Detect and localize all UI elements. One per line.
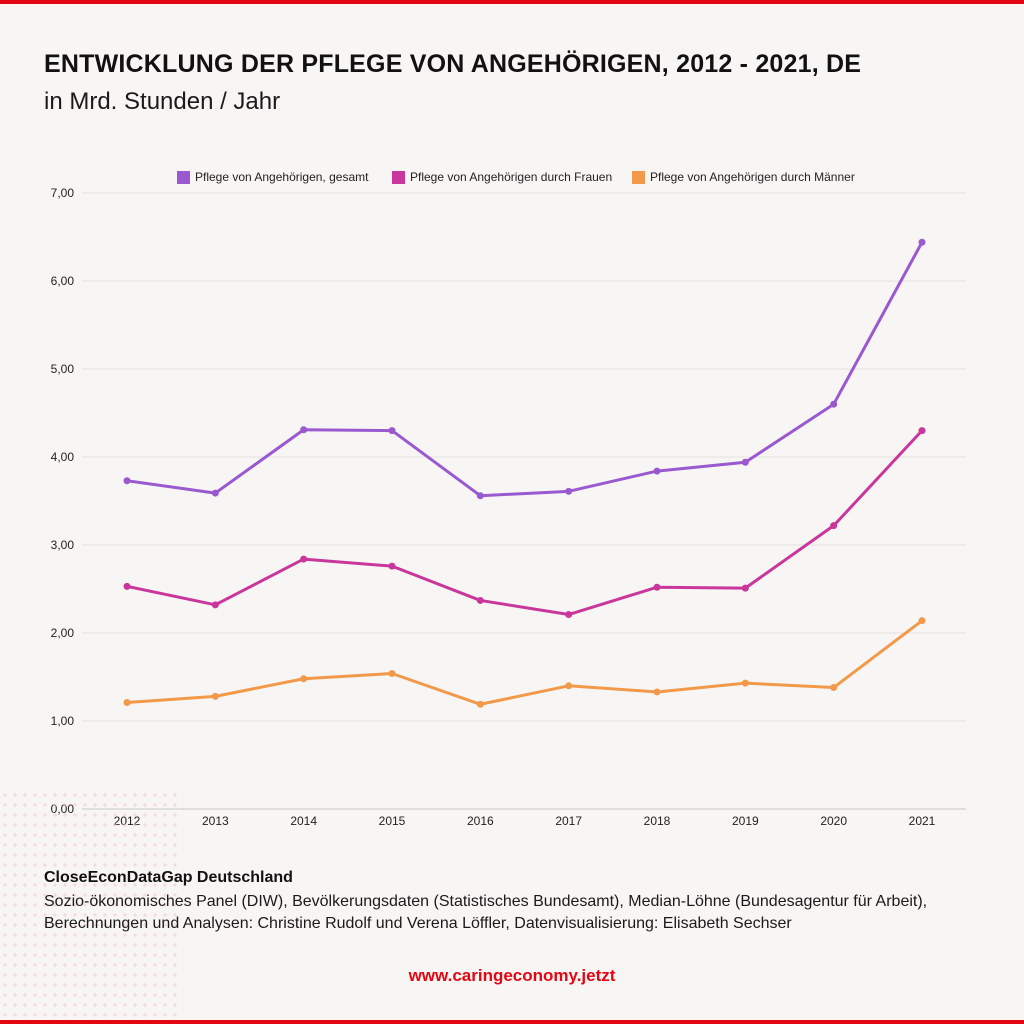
data-point [653,688,661,696]
y-tick-label: 6,00 [51,274,75,288]
data-point [918,617,926,625]
x-tick-label: 2021 [909,814,936,828]
data-point [476,596,484,604]
data-point [123,582,131,590]
x-tick-label: 2013 [202,814,229,828]
series-line [125,429,924,617]
legend-label: Pflege von Angehörigen durch Männer [650,170,855,184]
top-accent-bar [0,0,1024,4]
data-point [300,426,308,434]
data-point [388,562,396,570]
data-point [741,584,749,592]
data-point [476,700,484,708]
legend-swatch [392,171,405,184]
data-point [830,684,838,692]
legend-swatch [632,171,645,184]
data-point [830,400,838,408]
bottom-accent-bar [0,1020,1024,1024]
data-point [741,679,749,687]
data-point [211,692,219,700]
data-point [565,611,573,619]
y-tick-label: 1,00 [51,714,75,728]
y-tick-label: 3,00 [51,538,75,552]
y-tick-label: 4,00 [51,450,75,464]
data-point [565,682,573,690]
x-tick-label: 2015 [379,814,406,828]
line-chart: 0,001,002,003,004,005,006,007,0020122013… [51,170,966,828]
y-tick-label: 5,00 [51,362,75,376]
decorative-dot-pattern [0,790,180,1020]
data-point [830,522,838,530]
data-point [918,427,926,435]
data-point [300,555,308,563]
x-tick-label: 2019 [732,814,759,828]
x-tick-label: 2014 [290,814,317,828]
data-point [123,699,131,707]
y-tick-label: 7,00 [51,186,75,200]
data-point [388,669,396,677]
website-link[interactable]: www.caringeconomy.jetzt [408,966,616,985]
data-point [476,492,484,500]
chart-title: ENTWICKLUNG DER PFLEGE VON ANGEHÖRIGEN, … [44,50,862,78]
x-tick-label: 2018 [644,814,671,828]
legend-label: Pflege von Angehörigen, gesamt [195,170,369,184]
legend-label: Pflege von Angehörigen durch Frauen [410,170,612,184]
data-point [653,583,661,591]
data-point [211,489,219,497]
chart-subtitle: in Mrd. Stunden / Jahr [44,88,281,115]
x-tick-label: 2020 [820,814,847,828]
source-title: CloseEconDataGap Deutschland [44,869,293,886]
series-line [125,619,924,706]
data-point [300,675,308,683]
x-tick-label: 2016 [467,814,494,828]
x-tick-label: 2017 [555,814,582,828]
legend-swatch [177,171,190,184]
data-point [565,487,573,495]
series-line [125,240,924,498]
data-point [123,477,131,485]
data-point [653,467,661,475]
y-tick-label: 2,00 [51,626,75,640]
data-point [211,601,219,609]
data-point [741,458,749,466]
data-point [388,427,396,435]
data-point [918,238,926,246]
source-text: Sozio-ökonomisches Panel (DIW), Bevölker… [44,893,928,932]
